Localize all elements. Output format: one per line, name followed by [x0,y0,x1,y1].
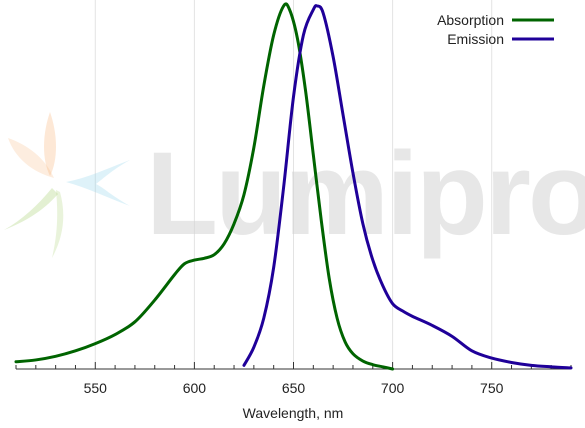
x-tick-label: 700 [381,380,405,396]
series-line-emission [242,4,573,370]
x-tick-label: 600 [183,380,207,396]
legend-label-emission: Emission [447,31,504,47]
legend-label-absorption: Absorption [437,12,504,28]
series-line-absorption [14,2,395,371]
x-axis: 550 600 650 700 750 [15,362,572,396]
x-axis-label: Wavelength, nm [243,405,344,421]
x-tick-label: 650 [282,380,306,396]
x-tick-label: 750 [480,380,504,396]
watermark: Lumiprobe [4,112,585,260]
lumiprobe-logo-icon [4,112,130,258]
x-tick-label: 550 [84,380,108,396]
series-lines [14,2,573,371]
grid [94,0,493,369]
legend: Absorption Emission [437,12,554,47]
